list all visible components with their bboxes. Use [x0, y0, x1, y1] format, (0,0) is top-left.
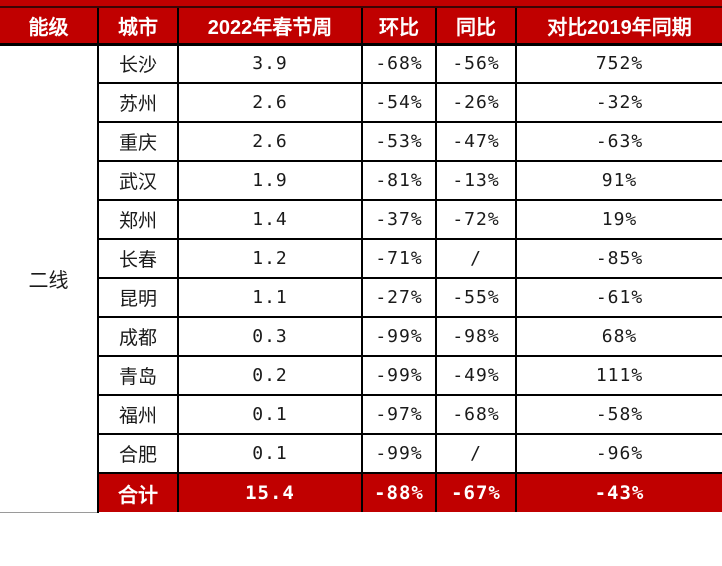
header-row: 能级 城市 2022年春节周 环比 同比 对比2019年同期	[0, 8, 722, 46]
table-row: 青岛 0.2 -99% -49% 111%	[0, 355, 722, 396]
col-header-mom: 环比	[361, 8, 437, 46]
cell-week: 1.1	[177, 277, 363, 318]
cell-city: 成都	[97, 316, 179, 357]
cell-yoy: -13%	[435, 160, 517, 201]
cell-vs2019: 91%	[515, 160, 722, 201]
cell-city: 武汉	[97, 160, 179, 201]
cell-city: 郑州	[97, 199, 179, 240]
cell-city: 合肥	[97, 433, 179, 474]
cell-mom: -68%	[361, 43, 437, 84]
table-header: 能级 城市 2022年春节周 环比 同比 对比2019年同期	[0, 8, 722, 46]
cell-city: 福州	[97, 394, 179, 435]
cell-vs2019: -96%	[515, 433, 722, 474]
cell-yoy: -56%	[435, 43, 517, 84]
cell-mom: -37%	[361, 199, 437, 240]
cell-yoy: -55%	[435, 277, 517, 318]
cell-week: 1.9	[177, 160, 363, 201]
cell-yoy: -26%	[435, 82, 517, 123]
cell-mom: -27%	[361, 277, 437, 318]
cell-city: 昆明	[97, 277, 179, 318]
table-row: 重庆 2.6 -53% -47% -63%	[0, 121, 722, 162]
table-row: 长春 1.2 -71% / -85%	[0, 238, 722, 279]
table-row: 昆明 1.1 -27% -55% -61%	[0, 277, 722, 318]
table-row: 合肥 0.1 -99% / -96%	[0, 433, 722, 474]
cell-week: 1.2	[177, 238, 363, 279]
cell-week: 0.1	[177, 433, 363, 474]
cell-week: 0.1	[177, 394, 363, 435]
cell-week: 3.9	[177, 43, 363, 84]
cell-vs2019: 111%	[515, 355, 722, 396]
cell-mom: -53%	[361, 121, 437, 162]
cell-vs2019: -32%	[515, 82, 722, 123]
table-row: 郑州 1.4 -37% -72% 19%	[0, 199, 722, 240]
cell-mom: -81%	[361, 160, 437, 201]
cell-vs2019: 752%	[515, 43, 722, 84]
top-red-strip	[0, 0, 722, 8]
cell-city: 苏州	[97, 82, 179, 123]
col-header-city: 城市	[97, 8, 179, 46]
cell-mom: -97%	[361, 394, 437, 435]
total-yoy-cell: -67%	[435, 472, 517, 512]
cell-week: 0.2	[177, 355, 363, 396]
table-row: 二线 长沙 3.9 -68% -56% 752%	[0, 43, 722, 513]
cell-vs2019: 68%	[515, 316, 722, 357]
tier2-cities-spring-week-table: 能级 城市 2022年春节周 环比 同比 对比2019年同期 二线 长沙 3.9…	[0, 8, 722, 513]
cell-week: 1.4	[177, 199, 363, 240]
col-header-tier: 能级	[0, 8, 99, 46]
table-body: 二线 长沙 3.9 -68% -56% 752% 苏州 2.6 -54% -26…	[0, 43, 722, 513]
total-mom-cell: -88%	[361, 472, 437, 512]
cell-mom: -71%	[361, 238, 437, 279]
table-row: 苏州 2.6 -54% -26% -32%	[0, 82, 722, 123]
cell-vs2019: 19%	[515, 199, 722, 240]
cell-city: 长沙	[97, 43, 179, 84]
col-header-spring-week-2022: 2022年春节周	[177, 8, 363, 46]
cell-yoy: /	[435, 238, 517, 279]
cell-yoy: -68%	[435, 394, 517, 435]
col-header-yoy: 同比	[435, 8, 517, 46]
tier-merged-cell: 二线	[0, 44, 99, 513]
cell-mom: -54%	[361, 82, 437, 123]
col-header-vs-2019: 对比2019年同期	[515, 8, 722, 46]
cell-vs2019: -85%	[515, 238, 722, 279]
cell-week: 2.6	[177, 121, 363, 162]
cell-vs2019: -58%	[515, 394, 722, 435]
total-vs2019-cell: -43%	[515, 472, 722, 512]
total-label-cell: 合计	[97, 472, 179, 512]
cell-city: 长春	[97, 238, 179, 279]
cell-yoy: -49%	[435, 355, 517, 396]
cell-yoy: -72%	[435, 199, 517, 240]
cell-week: 0.3	[177, 316, 363, 357]
cell-yoy: -98%	[435, 316, 517, 357]
cell-mom: -99%	[361, 316, 437, 357]
cell-mom: -99%	[361, 355, 437, 396]
table-row: 成都 0.3 -99% -98% 68%	[0, 316, 722, 357]
cell-vs2019: -61%	[515, 277, 722, 318]
cell-week: 2.6	[177, 82, 363, 123]
cell-vs2019: -63%	[515, 121, 722, 162]
table-row: 福州 0.1 -97% -68% -58%	[0, 394, 722, 435]
cell-mom: -99%	[361, 433, 437, 474]
table-row: 武汉 1.9 -81% -13% 91%	[0, 160, 722, 201]
cell-city: 重庆	[97, 121, 179, 162]
total-week-cell: 15.4	[177, 472, 363, 512]
cell-yoy: /	[435, 433, 517, 474]
cell-yoy: -47%	[435, 121, 517, 162]
total-row: 合计 15.4 -88% -67% -43%	[0, 472, 722, 512]
cell-city: 青岛	[97, 355, 179, 396]
